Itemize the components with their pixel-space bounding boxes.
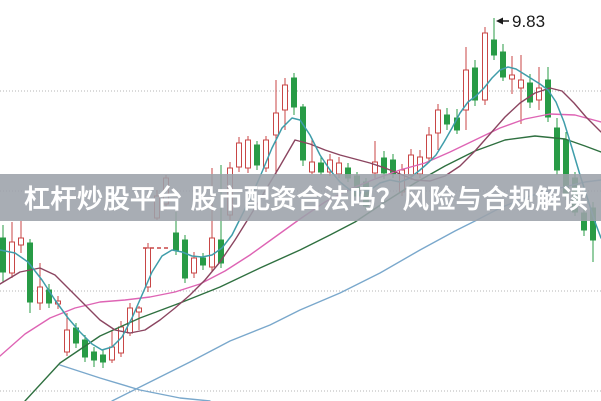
candle-body <box>191 257 197 274</box>
candle-body <box>472 67 478 101</box>
candle-body <box>426 134 432 159</box>
candle-body <box>300 106 306 161</box>
candle-body <box>408 154 414 176</box>
title-banner: 杠杆炒股平台 股市配资合法吗？风险与合规解读 <box>0 174 601 221</box>
candle-body <box>435 109 441 134</box>
candle-body <box>518 79 524 89</box>
candle-body <box>381 157 387 174</box>
candle-body <box>372 161 378 174</box>
candle-body <box>536 87 542 101</box>
candle-body <box>309 161 315 173</box>
candle-body <box>318 162 324 173</box>
price-arrow-head <box>496 17 503 25</box>
candle-body <box>444 114 450 125</box>
ma-slow-blue-falling <box>59 364 211 401</box>
candle-body <box>37 286 43 304</box>
candle-body <box>236 142 242 168</box>
candle-body <box>263 139 269 169</box>
candle-body <box>463 69 469 111</box>
candle-body <box>336 162 342 175</box>
candle-body <box>209 237 215 268</box>
banner-title: 杠杆炒股平台 股市配资合法吗？风险与合规解读 <box>24 184 589 214</box>
candle-body <box>254 144 260 166</box>
candle-body <box>291 77 297 108</box>
candle-body <box>200 257 206 266</box>
candle-body <box>218 239 224 264</box>
candle-body <box>500 51 506 78</box>
candle-body <box>145 247 151 288</box>
ma-long-darkgreen <box>24 135 601 401</box>
candle-body <box>245 139 251 169</box>
candle-body <box>545 79 551 118</box>
candle-body <box>27 242 33 303</box>
candle-body <box>100 354 106 363</box>
ma-mid-maroon <box>0 87 601 334</box>
price-label: 9.83 <box>512 12 545 31</box>
candle-body <box>91 351 97 361</box>
candle-body <box>491 39 497 56</box>
candle-body <box>482 32 488 101</box>
candle-body <box>82 339 88 358</box>
candle-body <box>109 346 115 361</box>
candle-body <box>282 84 288 111</box>
candle-body <box>136 307 142 313</box>
candle-body <box>9 241 15 274</box>
candle-body <box>273 112 279 136</box>
candle-body <box>509 74 515 80</box>
candle-body <box>173 232 179 251</box>
candle-body <box>527 82 533 103</box>
candle-body <box>64 329 70 353</box>
candle-body <box>182 239 188 279</box>
candle-body <box>0 237 6 273</box>
candle-body <box>18 237 24 246</box>
candle-body <box>554 127 560 171</box>
